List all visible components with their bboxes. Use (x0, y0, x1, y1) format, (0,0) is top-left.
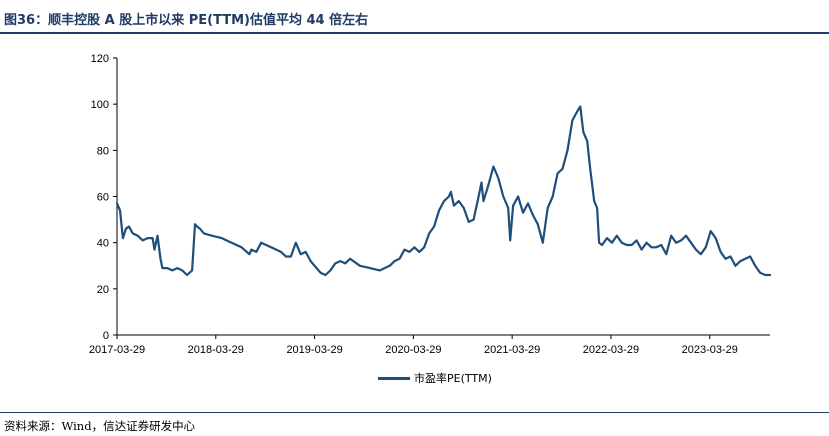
series-line-pe-ttm (115, 105, 772, 277)
legend-line-swatch (378, 376, 410, 380)
x-tick-label: 2022-03-29 (583, 344, 639, 356)
title-rule (0, 32, 829, 34)
x-tick-label: 2018-03-29 (188, 344, 244, 356)
legend-label-pe-ttm: 市盈率PE(TTM) (414, 372, 492, 385)
x-tick-label: 2023-03-29 (682, 344, 738, 356)
y-tick-label: 0 (103, 330, 109, 342)
x-tick-label: 2021-03-29 (484, 344, 540, 356)
y-tick-label: 80 (97, 145, 109, 157)
y-tick-label: 20 (97, 284, 109, 296)
x-tick-label: 2017-03-29 (89, 344, 145, 356)
x-tick-label: 2019-03-29 (286, 344, 342, 356)
y-tick-label: 120 (91, 53, 109, 65)
source-note: 资料来源：Wind，信达证券研发中心 (4, 419, 196, 433)
chart-title: 图36：顺丰控股 A 股上市以来 PE(TTM)估值平均 44 倍左右 (4, 13, 369, 28)
chart-legend: 市盈率PE(TTM) (378, 370, 492, 386)
source-rule (0, 412, 829, 413)
y-tick-label: 60 (97, 192, 109, 204)
y-tick-label: 100 (91, 99, 109, 111)
x-tick-label: 2020-03-29 (385, 344, 441, 356)
line-chart: 0 20 40 60 80 100 120 2017-03-29 2018-03-29 2019-… (89, 53, 772, 356)
y-tick-label: 40 (97, 238, 109, 250)
